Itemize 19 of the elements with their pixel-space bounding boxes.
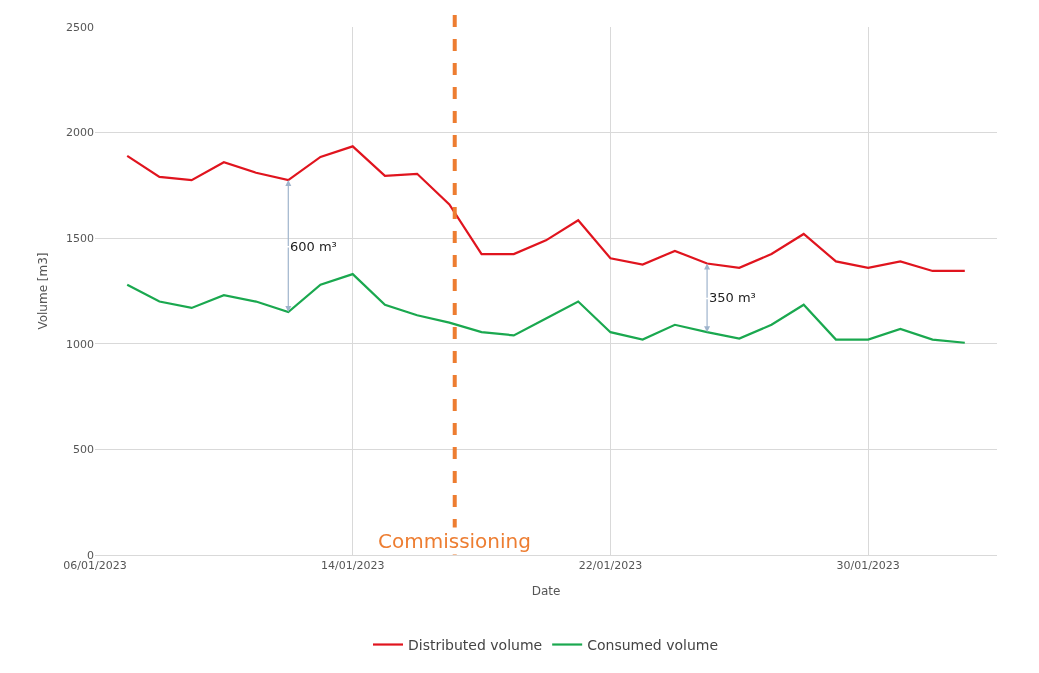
line-series — [126, 145, 966, 273]
annotation: 350 m³ — [709, 290, 756, 305]
x-tick-label: 06/01/2023 — [63, 559, 127, 573]
legend-label: Consumed volume — [587, 636, 719, 653]
x-tick-label: 30/01/2023 — [836, 559, 900, 573]
y-tick-label: 0 — [87, 548, 94, 562]
ref-line-label: Commissioning — [378, 529, 531, 553]
legend-label: Distributed volume — [408, 636, 543, 653]
x-tick-label: 22/01/2023 — [578, 559, 643, 573]
y-axis-title: Volume [m3] — [36, 252, 51, 330]
y-tick-label: 2500 — [66, 20, 94, 34]
x-tick-label: 14/01/2023 — [321, 559, 385, 573]
y-tick-label: 500 — [73, 443, 94, 457]
y-tick-label: 1000 — [66, 337, 94, 351]
x-axis-title: Date — [531, 584, 561, 599]
annotation: 600 m³ — [290, 239, 337, 254]
y-tick-label: 2000 — [66, 126, 94, 140]
line-series — [126, 273, 966, 344]
y-tick-label: 1500 — [66, 232, 94, 246]
